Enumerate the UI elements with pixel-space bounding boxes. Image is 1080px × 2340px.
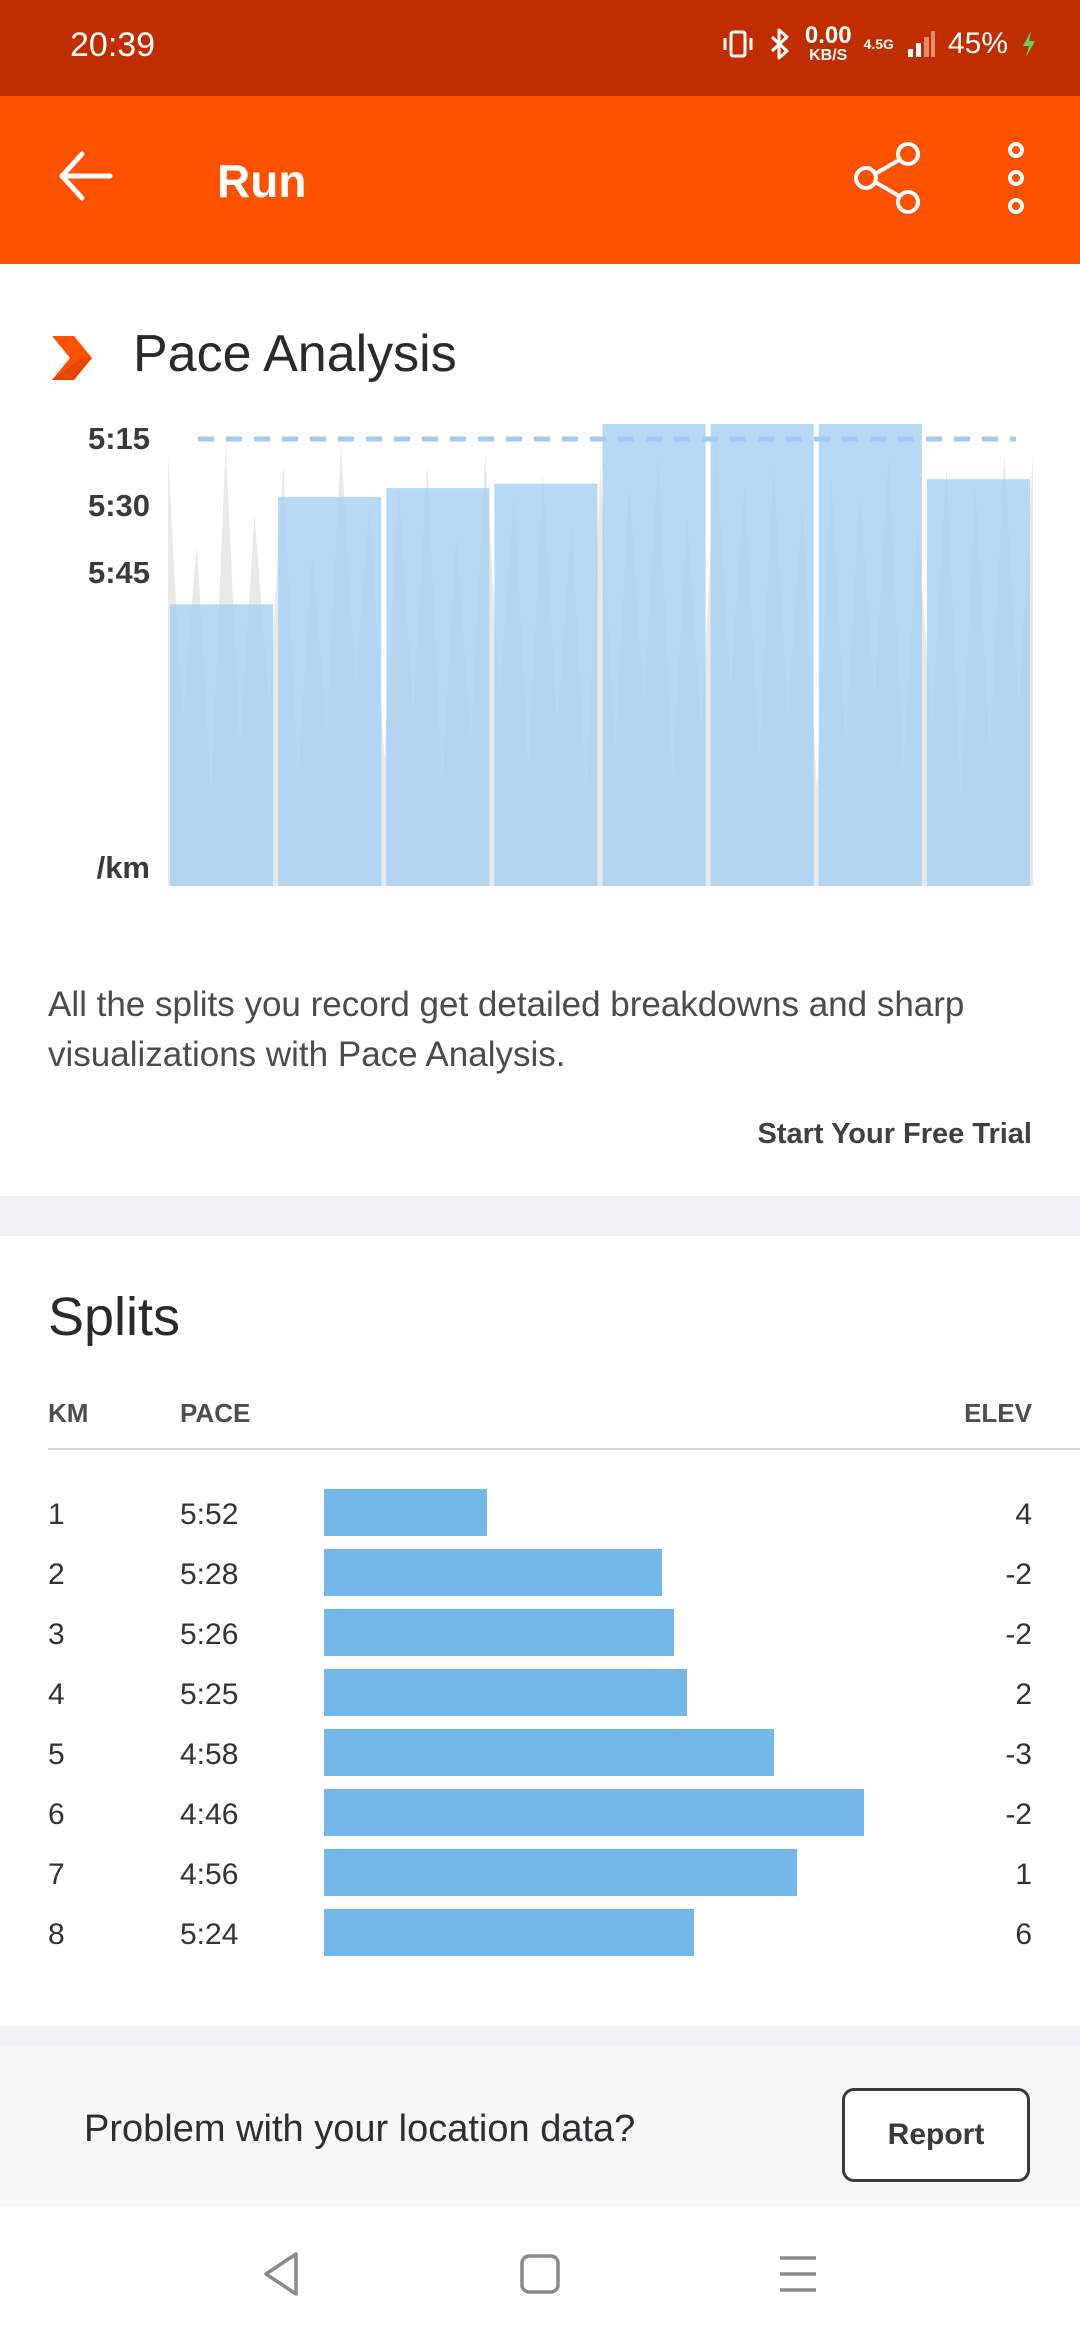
split-row: 4 5:25 2: [0, 1666, 1080, 1726]
y-tick-label: 5:15: [88, 424, 150, 456]
y-tick-label: /km: [97, 850, 150, 885]
report-panel: Problem with your location data? Report: [0, 2046, 1080, 2206]
pace-analysis-description: All the splits you record get detailed b…: [48, 985, 965, 1074]
split-pace-bar: [324, 1549, 662, 1596]
split-pace-bar: [324, 1489, 487, 1536]
status-bar: 20:39 0.00 KB/S 4.5G 45%: [0, 0, 1080, 96]
pace-bar-km-8: [926, 479, 1030, 886]
y-tick-label: 5:30: [88, 488, 150, 523]
split-elevation: 1: [1015, 1858, 1032, 1891]
pace-analysis-title: Pace Analysis: [133, 325, 457, 383]
report-button[interactable]: Report: [842, 2088, 1030, 2182]
signal-icon: [907, 31, 935, 57]
split-row: 5 4:58 -3: [0, 1726, 1080, 1786]
column-header-km: KM: [48, 1398, 89, 1428]
split-pace: 4:58: [180, 1738, 239, 1771]
section-separator: [0, 1196, 1080, 1236]
split-row: 8 5:24 6: [0, 1906, 1080, 1966]
share-icon[interactable]: [850, 140, 926, 216]
split-pace-bar: [324, 1669, 687, 1716]
split-pace: 5:26: [180, 1618, 239, 1651]
split-pace-bar: [324, 1909, 694, 1956]
split-elevation: -2: [1005, 1798, 1032, 1831]
pace-bar-km-5: [602, 363, 706, 887]
status-icons: 0.00 KB/S 4.5G 45%: [721, 24, 1038, 64]
network-speed-unit: KB/S: [809, 47, 848, 64]
pace-bar-km-2: [278, 497, 382, 886]
bluetooth-icon: [770, 28, 789, 60]
split-pace-bar: [324, 1609, 674, 1656]
pace-analysis-card: Pace Analysis 5:005:155:305:45/km All th…: [0, 264, 1080, 1196]
network-type: 4.5G: [863, 36, 894, 52]
page-title: Run: [217, 155, 307, 207]
split-km: 5: [48, 1738, 65, 1771]
split-pace-bar: [324, 1789, 864, 1836]
split-km: 2: [48, 1558, 65, 1591]
pace-trace: [168, 444, 1033, 886]
pace-chart-svg: 5:005:155:305:45/km: [88, 309, 1033, 887]
split-km: 3: [48, 1618, 65, 1651]
pace-bar-km-1: [170, 604, 274, 886]
nav-home-icon[interactable]: [510, 2244, 570, 2304]
split-row: 7 4:56 1: [0, 1846, 1080, 1906]
split-km: 8: [48, 1918, 65, 1951]
splits-divider: [48, 1448, 1080, 1450]
status-time: 20:39: [70, 26, 156, 64]
split-elevation: 4: [1015, 1498, 1032, 1531]
pace-trace-area: [168, 444, 1033, 886]
start-free-trial-link[interactable]: Start Your Free Trial: [757, 1118, 1032, 1150]
app-bar: Run: [0, 96, 1080, 264]
split-row: 2 5:28 -2: [0, 1546, 1080, 1606]
y-axis-ticks: 5:005:155:305:45/km: [88, 354, 150, 885]
report-prompt: Problem with your location data?: [84, 2108, 636, 2150]
vibrate-icon: [723, 30, 753, 58]
split-km: 4: [48, 1678, 65, 1711]
column-header-pace: PACE: [180, 1398, 251, 1428]
split-pace: 4:56: [180, 1858, 239, 1891]
charging-icon: [1023, 31, 1035, 57]
split-km: 7: [48, 1858, 65, 1891]
pace-bar-km-7: [818, 354, 922, 887]
split-row: 1 5:52 4: [0, 1486, 1080, 1546]
split-elevation: -2: [1005, 1558, 1032, 1591]
split-elevation: 6: [1015, 1918, 1032, 1951]
nav-back-icon[interactable]: [252, 2244, 312, 2304]
battery-percent: 45%: [947, 27, 1008, 60]
more-vertical-icon[interactable]: [996, 140, 1036, 216]
network-speed: 0.00 KB/S: [805, 24, 852, 64]
split-elevation: -3: [1005, 1738, 1032, 1771]
back-arrow-icon[interactable]: [50, 140, 122, 212]
split-pace: 5:28: [180, 1558, 239, 1591]
split-pace-bar: [324, 1849, 797, 1896]
column-header-elev: ELEV: [964, 1398, 1032, 1428]
network-speed-value: 0.00: [804, 22, 852, 49]
y-tick-label: 5:45: [88, 555, 150, 590]
split-row: 3 5:26 -2: [0, 1606, 1080, 1666]
pace-chart: 5:005:155:305:45/km: [0, 309, 1080, 1204]
split-row: 6 4:46 -2: [0, 1786, 1080, 1846]
split-pace: 5:52: [180, 1498, 239, 1531]
pace-bar-km-6: [710, 309, 814, 886]
splits-title: Splits: [48, 1287, 181, 1347]
split-elevation: -2: [1005, 1618, 1032, 1651]
split-pace: 4:46: [180, 1798, 239, 1831]
pace-bar-km-4: [494, 483, 598, 886]
split-pace-bar: [324, 1729, 774, 1776]
split-pace: 5:24: [180, 1918, 239, 1951]
nav-menu-icon[interactable]: [768, 2244, 828, 2304]
split-elevation: 2: [1015, 1678, 1032, 1711]
split-km: 1: [48, 1498, 65, 1531]
split-km: 6: [48, 1798, 65, 1831]
pace-bar-km-3: [386, 488, 490, 886]
splits-card: Splits KM PACE ELEV 1 5:52 4 2 5:28 -2 3 5:26 -2…: [0, 1236, 1080, 2026]
summit-chevron-icon: [52, 336, 92, 380]
section-separator: [0, 2026, 1080, 2046]
system-nav-bar: [0, 2206, 1080, 2340]
split-pace: 5:25: [180, 1678, 239, 1711]
